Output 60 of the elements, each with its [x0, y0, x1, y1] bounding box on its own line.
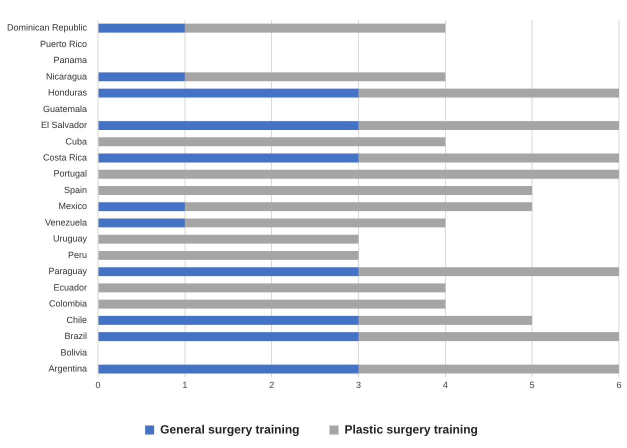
bar	[98, 72, 185, 82]
y-tick-label: Paraguay	[48, 266, 88, 276]
y-tick-label: Argentina	[48, 364, 88, 374]
bar	[358, 267, 619, 276]
y-tick-label: Mexico	[58, 201, 88, 212]
x-tick-label: 2	[269, 380, 274, 390]
bar	[98, 88, 359, 98]
bar	[184, 202, 532, 212]
y-tick-label: Nicaragua	[46, 71, 88, 82]
bar	[98, 332, 359, 342]
y-tick-label: Venezuela	[44, 217, 88, 228]
legend-label: General surgery training	[160, 422, 300, 436]
x-tick-label: 1	[182, 380, 188, 390]
x-tick-label: 6	[616, 380, 622, 390]
bar	[184, 24, 446, 33]
bar	[98, 218, 185, 228]
y-tick-label: Ecuador	[54, 282, 88, 292]
y-tick-label: Puerto Rico	[40, 38, 88, 49]
y-tick-label: Cuba	[66, 136, 88, 146]
bar	[358, 121, 619, 130]
bar	[98, 202, 185, 212]
bar	[358, 316, 532, 325]
x-tick-label: 3	[356, 380, 362, 390]
bar	[184, 72, 446, 82]
y-tick-label: El Salvador	[41, 120, 88, 130]
bar	[98, 170, 619, 179]
y-tick-label: Costa Rica	[43, 152, 88, 162]
y-tick-label: Honduras	[48, 88, 88, 98]
y-tick-label: Portugal	[54, 168, 88, 179]
bar	[98, 234, 359, 244]
bar	[98, 316, 359, 325]
bar	[358, 364, 619, 374]
bar	[98, 364, 359, 374]
bar	[98, 300, 446, 309]
bar	[98, 283, 446, 292]
bar	[184, 218, 446, 228]
x-tick-label: 5	[530, 380, 535, 390]
bar	[358, 88, 619, 98]
bar	[98, 137, 446, 146]
bar	[98, 24, 185, 33]
bar	[98, 267, 359, 276]
x-tick-label: 4	[442, 380, 448, 390]
bar	[358, 332, 619, 342]
y-tick-label: Brazil	[64, 331, 88, 342]
bar	[98, 121, 359, 130]
bar	[98, 154, 359, 162]
y-tick-label: Chile	[66, 314, 88, 325]
x-tick-label: 0	[96, 380, 101, 390]
y-tick-label: Peru	[68, 250, 88, 260]
bar	[98, 250, 359, 260]
bar	[358, 154, 619, 162]
y-tick-label: Uruguay	[53, 234, 88, 244]
y-tick-label: Spain	[64, 184, 88, 195]
y-tick-label: Colombia	[49, 298, 88, 309]
y-tick-label: Dominican Republic	[6, 22, 88, 33]
y-tick-label: Bolivia	[60, 347, 88, 358]
y-tick-label: Guatemala	[43, 104, 88, 114]
legend-label: Plastic surgery training	[344, 422, 478, 436]
bar	[98, 186, 532, 195]
y-tick-label: Panama	[54, 55, 88, 66]
